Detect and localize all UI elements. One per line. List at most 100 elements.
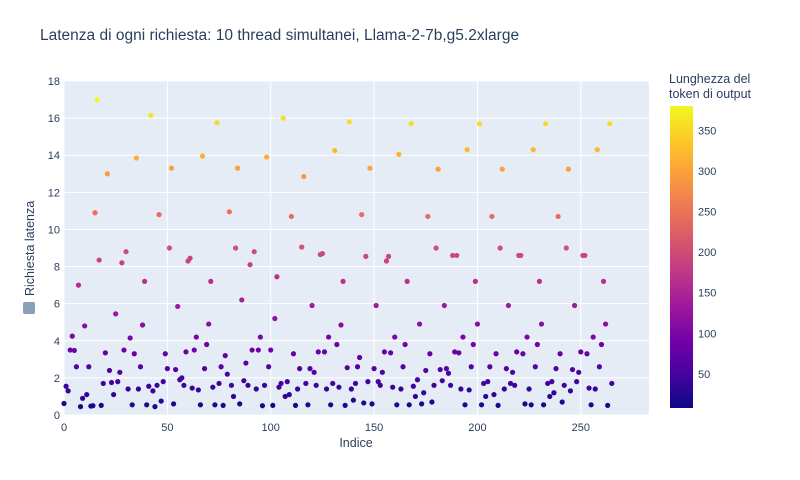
data-point — [472, 278, 478, 284]
x-tick-label: 200 — [468, 422, 486, 434]
data-point — [77, 404, 84, 410]
data-point — [336, 384, 342, 390]
legend-toggle-icon[interactable] — [23, 302, 35, 314]
data-point — [421, 390, 427, 396]
data-point — [284, 379, 290, 385]
x-tick-label: 0 — [61, 422, 67, 434]
data-point — [377, 382, 383, 388]
data-point — [600, 278, 607, 284]
data-point — [166, 245, 173, 251]
data-point — [501, 386, 507, 392]
y-axis-title: Richiesta latenza — [23, 201, 37, 296]
data-point — [363, 253, 369, 259]
data-point — [321, 349, 328, 355]
data-point — [594, 147, 600, 153]
y-tick-label: 0 — [54, 410, 60, 422]
data-point — [396, 151, 402, 157]
data-point — [388, 350, 394, 356]
data-point — [121, 347, 127, 353]
y-tick-label: 18 — [48, 76, 60, 88]
data-point — [447, 382, 454, 388]
data-point — [481, 380, 487, 387]
colorbar — [670, 106, 693, 408]
data-point — [313, 382, 319, 388]
data-point — [526, 386, 532, 392]
data-point — [408, 121, 414, 127]
data-point — [243, 360, 249, 366]
data-point — [309, 302, 315, 309]
data-point — [278, 380, 284, 387]
data-point — [385, 253, 392, 259]
y-tick-label: 10 — [48, 224, 60, 236]
data-point — [247, 262, 253, 268]
data-point — [423, 367, 429, 374]
data-point — [133, 155, 139, 161]
data-point — [129, 402, 135, 408]
data-point — [245, 382, 251, 388]
data-point — [173, 366, 179, 373]
data-point — [509, 369, 516, 375]
data-point — [522, 401, 528, 407]
data-point — [210, 384, 216, 390]
data-point — [530, 147, 536, 153]
data-point — [65, 388, 71, 394]
x-axis-title: Indice — [339, 436, 372, 450]
colorbar-tick-label: 100 — [698, 328, 716, 340]
data-point — [545, 380, 551, 387]
y-axis-ticks: 0 2 4 6 8 10 12 14 16 18 — [48, 76, 60, 422]
data-point — [301, 173, 307, 180]
data-point — [94, 96, 100, 103]
data-point — [400, 364, 406, 370]
data-point — [499, 166, 505, 172]
data-point — [297, 366, 303, 372]
data-point — [144, 402, 150, 408]
data-point — [208, 278, 214, 284]
data-point — [288, 213, 294, 220]
colorbar-tick-label: 50 — [698, 369, 710, 381]
data-point — [489, 213, 495, 220]
data-point — [73, 364, 80, 370]
data-point — [402, 341, 408, 348]
data-point — [445, 370, 452, 376]
plot-area — [64, 81, 649, 415]
data-point — [567, 388, 574, 394]
y-tick-label: 8 — [54, 262, 60, 274]
data-point — [220, 402, 226, 408]
colorbar-tick-label: 350 — [698, 125, 716, 137]
data-point — [338, 322, 344, 328]
data-point — [576, 369, 582, 375]
data-point — [187, 255, 193, 261]
data-point — [158, 398, 164, 404]
data-point — [90, 403, 96, 409]
data-point — [272, 315, 278, 322]
y-tick-label: 2 — [54, 373, 60, 385]
data-point — [414, 377, 421, 383]
data-point — [303, 380, 309, 387]
data-point — [487, 364, 493, 370]
data-point — [464, 147, 470, 153]
data-point — [330, 380, 336, 387]
data-point — [199, 153, 206, 159]
data-point — [352, 380, 359, 387]
data-point — [100, 380, 106, 387]
data-point — [532, 364, 538, 370]
data-point — [483, 393, 489, 400]
data-point — [441, 302, 447, 309]
x-tick-label: 50 — [161, 422, 173, 434]
data-point — [305, 402, 311, 408]
data-point — [361, 400, 367, 406]
data-point — [228, 382, 235, 388]
data-point — [357, 354, 363, 361]
data-point — [507, 380, 514, 387]
data-point — [602, 321, 609, 327]
data-point — [584, 351, 590, 357]
data-point — [135, 386, 142, 392]
data-point — [139, 322, 146, 328]
data-point — [590, 334, 596, 340]
data-point — [96, 257, 102, 263]
data-point — [201, 366, 208, 372]
data-point — [493, 351, 499, 357]
data-point — [311, 369, 317, 375]
data-point — [290, 351, 297, 357]
data-point — [249, 347, 255, 353]
